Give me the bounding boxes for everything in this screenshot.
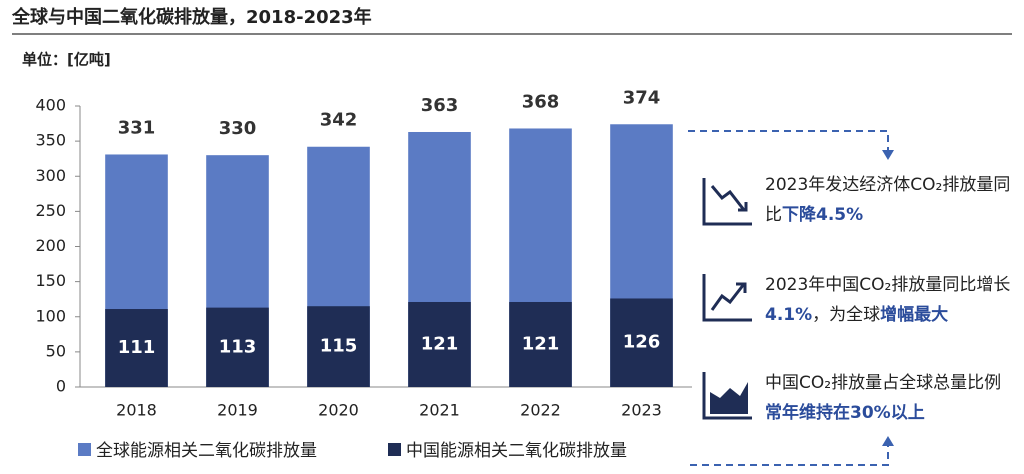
data-label: 374: [623, 87, 661, 108]
legend-swatch: [388, 443, 401, 456]
bar: [206, 307, 269, 387]
bar: [307, 306, 370, 387]
y-tick-label: 350: [35, 131, 66, 150]
unit-label: 单位：[亿吨]: [22, 51, 111, 69]
y-tick-label: 50: [46, 341, 66, 360]
x-tick-label: 2020: [318, 401, 359, 420]
annotation-text: ，为全球: [812, 305, 881, 325]
y-tick-label: 150: [35, 271, 66, 290]
x-tick-label: 2018: [116, 401, 157, 420]
legend-label: 全球能源相关二氧化碳排放量: [96, 441, 317, 461]
data-label: 121: [522, 333, 560, 354]
y-tick-label: 400: [35, 96, 66, 115]
annotation-text: 2023年发达经济体CO₂排放量同比: [765, 175, 1011, 225]
icon-area: [702, 372, 752, 420]
data-label: 331: [118, 117, 156, 138]
annotation-highlight: 4.1%: [765, 305, 813, 325]
annotation-highlight: 下降4.5%: [782, 205, 864, 225]
arrow-head: [882, 436, 894, 446]
data-label: 368: [522, 91, 560, 112]
chart-title: 全球与中国二氧化碳排放量，2018-2023年: [11, 6, 372, 28]
x-tick-label: 2019: [217, 401, 258, 420]
y-tick-label: 100: [35, 306, 66, 325]
data-label: 126: [623, 332, 661, 353]
data-label: 111: [118, 337, 156, 358]
data-label: 113: [219, 336, 257, 357]
icon-down: [702, 178, 752, 226]
bar: [105, 309, 168, 387]
icon-up: [702, 274, 752, 322]
annotation: 中国CO₂排放量占全球总量比例常年维持在30%以上: [765, 368, 1015, 428]
callout-arrows: [688, 130, 889, 466]
x-tick-label: 2022: [520, 401, 561, 420]
data-label: 363: [421, 95, 459, 116]
data-label: 342: [320, 110, 358, 131]
bar: [408, 301, 471, 387]
annotation: 2023年发达经济体CO₂排放量同比下降4.5%: [765, 170, 1015, 230]
annotation-text: 2023年中国CO₂排放量同比增长: [765, 275, 1011, 295]
bar: [610, 298, 673, 387]
x-tick-label: 2023: [621, 401, 662, 420]
data-label: 115: [320, 336, 358, 357]
x-tick-label: 2021: [419, 401, 460, 420]
data-label: 330: [219, 118, 257, 139]
annotation: 2023年中国CO₂排放量同比增长 4.1%，为全球增幅最大: [765, 270, 1015, 330]
legend-label: 中国能源相关二氧化碳排放量: [406, 441, 627, 461]
arrow-head: [882, 150, 894, 160]
y-tick-label: 200: [35, 236, 66, 255]
annotation-text: 中国CO₂排放量占全球总量比例: [765, 373, 1002, 393]
data-label: 121: [421, 333, 459, 354]
y-tick-label: 300: [35, 166, 66, 185]
y-tick-label: 0: [56, 377, 66, 396]
annotation-highlight: 常年维持在30%以上: [765, 403, 925, 423]
legend-swatch: [78, 443, 91, 456]
annotation-highlight: 增幅最大: [880, 305, 949, 325]
y-tick-label: 250: [35, 201, 66, 220]
bar: [509, 301, 572, 387]
